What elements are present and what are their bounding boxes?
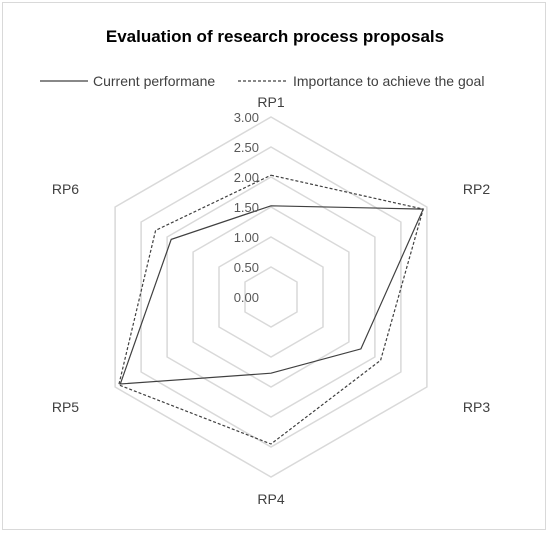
legend-label-importance: Importance to achieve the goal xyxy=(293,73,484,89)
legend-label-current: Current performane xyxy=(93,73,215,89)
tick-label-4: 2.00 xyxy=(234,170,259,185)
radar-series xyxy=(118,174,425,445)
category-label-rp5: RP5 xyxy=(52,399,79,415)
category-label-rp3: RP3 xyxy=(463,399,490,415)
grid-ring-1 xyxy=(244,266,298,328)
grid-ring-2 xyxy=(218,236,324,358)
grid-ring-6 xyxy=(114,116,428,478)
tick-label-0: 0.00 xyxy=(234,290,259,305)
tick-label-2: 1.00 xyxy=(234,230,259,245)
category-label-rp2: RP2 xyxy=(463,181,490,197)
tick-label-5: 2.50 xyxy=(234,140,259,155)
tick-label-6: 3.00 xyxy=(234,110,259,125)
chart-title: Evaluation of research process proposals xyxy=(106,27,444,46)
legend: Current performane Importance to achieve… xyxy=(40,73,484,89)
grid-ring-4 xyxy=(166,176,376,418)
category-label-rp4: RP4 xyxy=(257,491,284,507)
tick-label-1: 0.50 xyxy=(234,260,259,275)
series-1-polygon xyxy=(118,174,424,445)
radar-grid xyxy=(114,116,428,478)
category-label-rp6: RP6 xyxy=(52,181,79,197)
grid-ring-3 xyxy=(192,206,350,388)
radar-category-labels: RP1 RP2 RP3 RP4 RP5 RP6 xyxy=(52,94,490,507)
grid-ring-5 xyxy=(140,146,402,448)
radar-tick-labels: 0.00 0.50 1.00 1.50 2.00 2.50 3.00 xyxy=(234,110,259,305)
tick-label-3: 1.50 xyxy=(234,200,259,215)
category-label-rp1: RP1 xyxy=(257,94,284,110)
